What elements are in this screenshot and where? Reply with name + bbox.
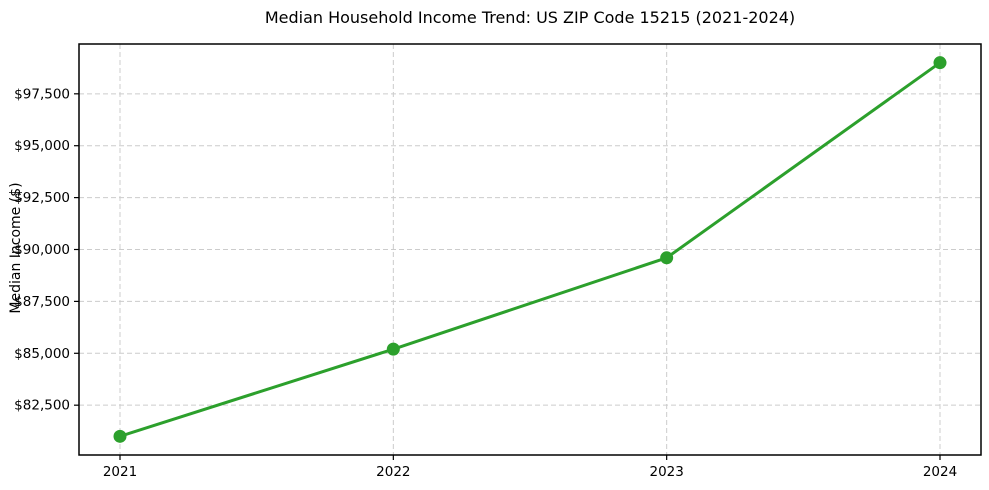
y-tick-label: $97,500 [14,86,70,102]
data-point-marker [660,251,674,265]
data-point-marker [386,342,400,356]
trend-line [118,61,942,438]
x-tick-label: 2022 [376,464,410,480]
y-tick-label: $90,000 [14,242,70,258]
x-tick-label: 2024 [923,464,957,480]
y-tick-label: $87,500 [14,294,70,310]
y-tick-label: $92,500 [14,190,70,206]
y-tick-label: $85,000 [14,346,70,362]
y-tick-label: $82,500 [14,398,70,414]
x-tick-label: 2021 [103,464,137,480]
y-tick-label: $95,000 [14,138,70,154]
data-point-marker [113,429,127,443]
chart-title: Median Household Income Trend: US ZIP Co… [264,8,796,27]
data-point-marker [933,56,947,70]
x-tick-label: 2023 [649,464,683,480]
